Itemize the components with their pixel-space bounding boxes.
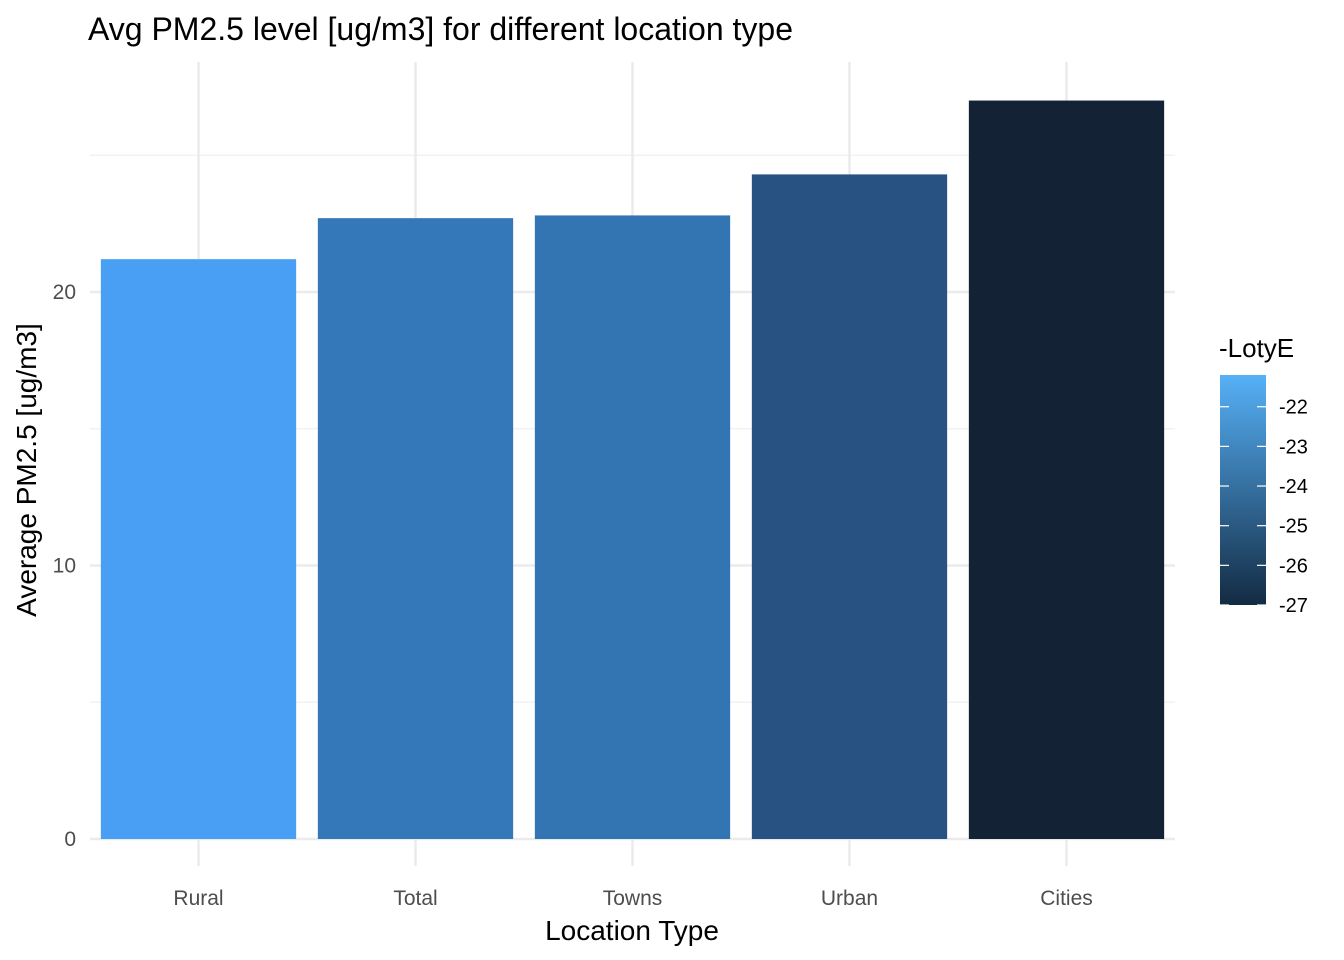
legend-label: -26	[1279, 555, 1308, 577]
legend-label: -22	[1279, 397, 1308, 419]
x-tick-label: Urban	[821, 887, 878, 910]
x-tick-label: Cities	[1040, 887, 1093, 910]
x-axis-ticks: Rural Total Towns Urban Cities	[173, 887, 1092, 910]
y-axis-ticks: 0 10 20	[53, 281, 76, 851]
y-axis-title: Average PM2.5 [ug/m3]	[11, 323, 42, 617]
bar-towns	[534, 215, 731, 840]
x-tick-label: Rural	[173, 887, 223, 910]
bar-urban	[751, 174, 948, 839]
legend: -LotyE -22 -23 -24 -25 -26 -27	[1219, 333, 1308, 617]
y-tick-label: 20	[53, 281, 76, 304]
bar-total	[317, 218, 514, 839]
x-tick-label: Total	[393, 887, 437, 910]
x-axis-title: Location Type	[545, 915, 719, 946]
legend-label: -24	[1279, 476, 1308, 498]
legend-label: -23	[1279, 436, 1308, 458]
legend-title: -LotyE	[1219, 333, 1294, 363]
bar-rural	[100, 259, 297, 839]
y-tick-label: 0	[64, 828, 76, 851]
legend-label: -25	[1279, 516, 1308, 538]
legend-label: -27	[1279, 595, 1308, 617]
legend-colorbar	[1220, 375, 1266, 605]
chart-title: Avg PM2.5 level [ug/m3] for different lo…	[88, 11, 793, 47]
bar-cities	[968, 100, 1165, 840]
y-tick-label: 10	[53, 555, 76, 578]
bars	[100, 100, 1165, 840]
x-tick-label: Towns	[603, 887, 663, 910]
